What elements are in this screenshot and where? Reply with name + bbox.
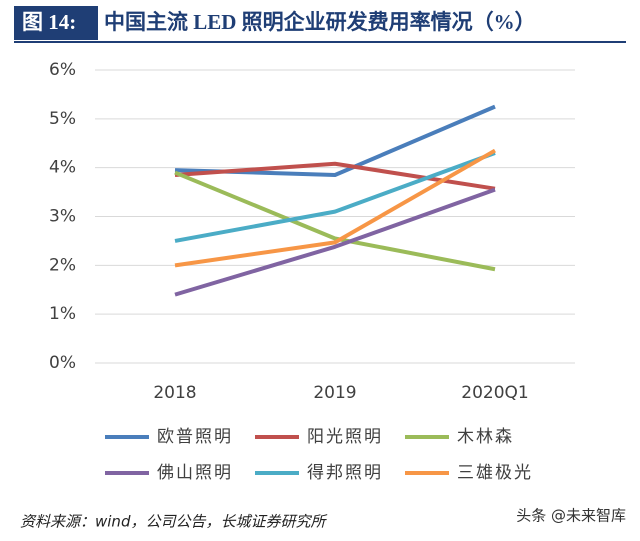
series-line xyxy=(174,151,496,243)
series-line xyxy=(174,187,496,297)
y-tick-label: 1% xyxy=(49,304,76,324)
legend-label: 木林森 xyxy=(457,427,514,447)
y-tick-label: 0% xyxy=(49,353,76,373)
y-tick-label: 6% xyxy=(49,60,76,80)
watermark: 头条 @未来智库 xyxy=(516,507,626,525)
legend-label: 阳光照明 xyxy=(307,427,383,447)
legend-label: 欧普照明 xyxy=(157,427,233,447)
y-tick-label: 5% xyxy=(49,109,76,129)
x-tick-label: 2019 xyxy=(313,383,356,403)
legend-label: 得邦照明 xyxy=(307,463,383,483)
legend-label: 三雄极光 xyxy=(457,463,533,483)
series-line xyxy=(174,148,496,268)
y-tick-label: 3% xyxy=(49,207,76,227)
x-tick-label: 2018 xyxy=(153,383,196,403)
source-note: 资料来源：wind，公司公告，长城证券研究所 xyxy=(20,513,327,531)
chart-title: 中国主流 LED 照明企业研发费用率情况（%） xyxy=(104,10,536,34)
legend-label: 佛山照明 xyxy=(157,463,233,483)
y-tick-label: 2% xyxy=(49,255,76,275)
series-line xyxy=(174,170,496,272)
figure-label: 图 14: xyxy=(22,10,76,34)
y-tick-label: 4% xyxy=(49,158,76,178)
x-tick-label: 2020Q1 xyxy=(461,383,528,403)
figure-label-box xyxy=(14,6,98,40)
